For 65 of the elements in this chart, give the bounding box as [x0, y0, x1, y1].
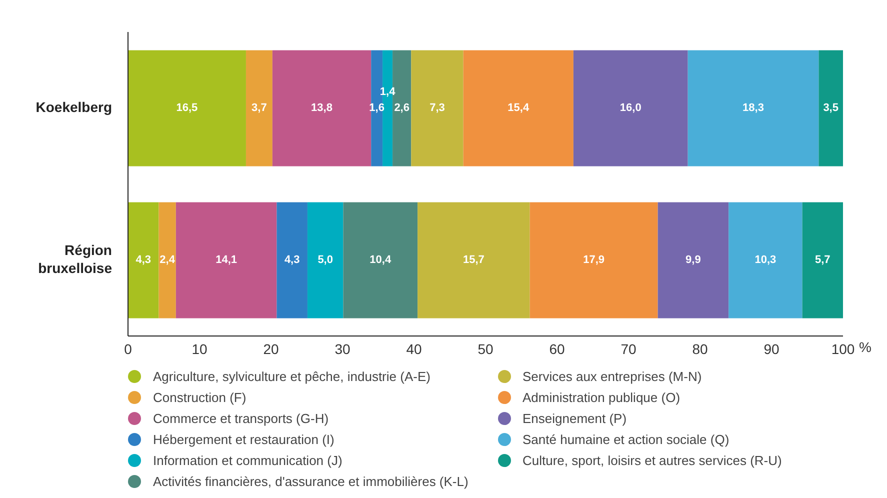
bar [158, 202, 176, 318]
data-label: 5,0 [318, 254, 333, 266]
bar [728, 202, 802, 318]
data-label: 3,5 [823, 102, 838, 114]
bar [272, 50, 372, 166]
x-axis-title: % [859, 339, 872, 355]
data-label: 13,8 [311, 102, 332, 114]
bar [128, 202, 159, 318]
bar [573, 50, 688, 166]
data-label: 18,3 [742, 102, 764, 114]
y-tick-label: Région bruxelloise [38, 242, 112, 276]
legend-label: Activités financières, d'assurance et immobilières (K-L) [153, 474, 468, 489]
data-label: 9,9 [686, 254, 701, 266]
x-tick-label: 60 [549, 340, 565, 357]
x-tick-label: 50 [478, 340, 494, 357]
y-tick-label: Koekelberg [36, 98, 112, 115]
legend-label: Culture, sport, loisirs et autres services (R-U) [522, 453, 782, 468]
x-tick-label: 100 [831, 340, 855, 357]
bar [276, 202, 308, 318]
x-tick-label: 40 [406, 340, 422, 357]
legend-label: Agriculture, sylviculture et pêche, industrie (A-E) [153, 369, 430, 384]
bar [802, 202, 843, 318]
bar [343, 202, 418, 318]
bar [530, 202, 658, 318]
bar [818, 50, 843, 166]
x-tick-label: 80 [692, 340, 708, 357]
x-tick-label: 90 [764, 340, 780, 357]
legend-label: Commerce et transports (G-H) [153, 411, 329, 426]
bar [411, 50, 464, 166]
data-label: 3,7 [252, 102, 267, 114]
bar [307, 202, 344, 318]
bar [176, 202, 277, 318]
data-label: 5,7 [814, 254, 830, 266]
bar [688, 50, 819, 166]
legend-label: Hébergement et restauration (I) [153, 432, 334, 447]
data-label: 4,3 [136, 254, 152, 266]
data-label: 7,3 [430, 102, 445, 114]
x-tick-label: 0 [124, 340, 132, 357]
data-label: 10,4 [370, 254, 392, 266]
legend-label: Services aux entreprises (M-N) [522, 369, 702, 384]
data-label: 4,3 [284, 254, 300, 266]
legend-label: Santé humaine et action sociale (Q) [522, 432, 730, 447]
bar [246, 50, 272, 166]
legend-label: Administration publique (O) [522, 390, 680, 405]
data-label: 10,3 [754, 254, 776, 266]
x-tick-label: 30 [334, 340, 350, 357]
bar [658, 202, 729, 318]
x-tick-label: 10 [192, 340, 208, 357]
data-label: 15,4 [508, 102, 530, 114]
bar [128, 50, 246, 166]
data-label: 16,0 [620, 102, 642, 114]
data-label: 2,4 [160, 254, 176, 266]
x-tick-label: 20 [263, 340, 279, 357]
data-label: 1,4 [380, 86, 396, 98]
data-label: 15,7 [462, 254, 484, 266]
data-label: 16,5 [176, 102, 198, 114]
x-tick-label: 70 [620, 340, 636, 357]
legend-label: Construction (F) [153, 390, 246, 405]
data-label: 17,9 [583, 254, 605, 266]
bar [463, 50, 574, 166]
data-label: 2,6 [394, 102, 410, 114]
legend-label: Enseignement (P) [522, 411, 627, 426]
bar [418, 202, 530, 318]
data-label: 14,1 [216, 254, 238, 266]
legend-label: Information et communication (J) [153, 453, 342, 468]
